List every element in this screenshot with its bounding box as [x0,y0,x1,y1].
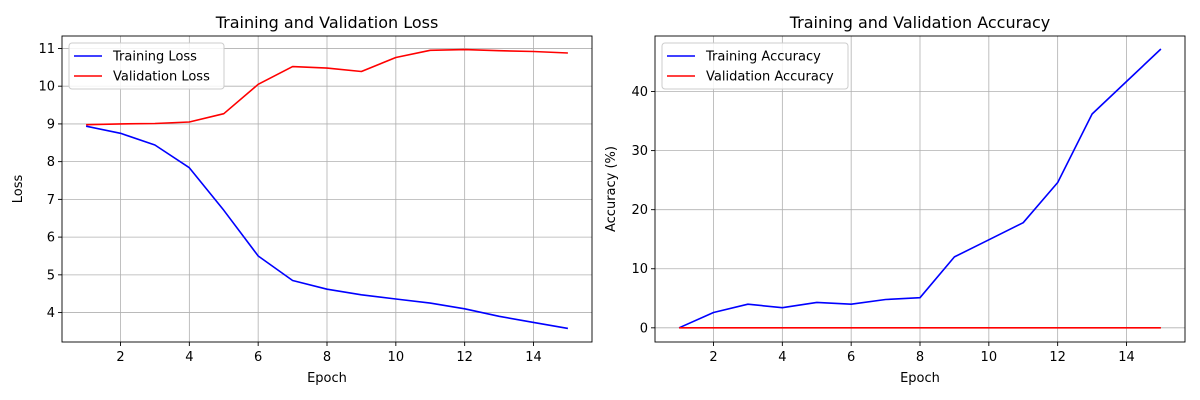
x-tick-label: 4 [185,350,193,365]
x-axis-label: Epoch [900,371,940,386]
x-axis-label: Epoch [307,371,347,386]
x-tick-label: 6 [847,350,855,365]
legend-label: Training Accuracy [705,50,821,65]
x-tick-label: 4 [778,350,786,365]
y-tick-label: 4 [47,306,55,321]
y-tick-label: 8 [47,155,55,170]
series-line-training-loss [85,125,569,330]
y-tick-label: 5 [47,268,55,283]
chart-title: Training and Validation Loss [215,13,439,32]
x-tick-label: 2 [709,350,717,365]
y-tick-label: 10 [38,80,55,95]
y-axis-label: Accuracy (%) [604,146,619,232]
x-tick-label: 10 [388,350,405,365]
y-tick-label: 0 [640,321,648,336]
legend-label: Validation Accuracy [706,70,834,85]
legend: Training Accuracy Validation Accuracy [661,42,849,90]
x-tick-label: 6 [254,350,262,365]
x-tick-label: 2 [116,350,124,365]
y-tick-label: 10 [631,262,648,277]
x-tick-label: 10 [981,350,998,365]
y-tick-label: 40 [631,85,648,100]
y-tick-label: 7 [47,193,55,208]
y-tick-label: 30 [631,144,648,159]
legend-box [661,42,849,90]
x-tick-label: 14 [525,350,542,365]
accuracy-chart: 2 4 6 8 10 12 14 0 10 20 30 40 Training and Validati… [604,13,1186,386]
x-tick-label: 14 [1118,350,1135,365]
y-tick-label: 11 [38,42,55,57]
y-tick-label: 20 [631,203,648,218]
series-line-validation-loss [86,48,568,126]
y-axis-label: Loss [11,175,26,204]
loss-chart: 2 4 6 8 10 12 14 4 5 6 7 8 9 10 11 Training and Validat… [11,13,593,386]
x-tick-label: 12 [456,350,473,365]
legend: Training Loss Validation Loss [68,42,225,90]
x-tick-label: 12 [1049,350,1066,365]
y-tick-label: 9 [47,117,55,132]
x-tick-label: 8 [916,350,924,365]
x-tick-label: 8 [323,350,331,365]
legend-label: Training Loss [112,50,197,65]
legend-box [68,42,225,90]
legend-label: Validation Loss [113,70,210,85]
series-line-training-accuracy [678,48,1162,329]
chart-title: Training and Validation Accuracy [789,13,1051,32]
y-tick-label: 6 [47,231,55,246]
